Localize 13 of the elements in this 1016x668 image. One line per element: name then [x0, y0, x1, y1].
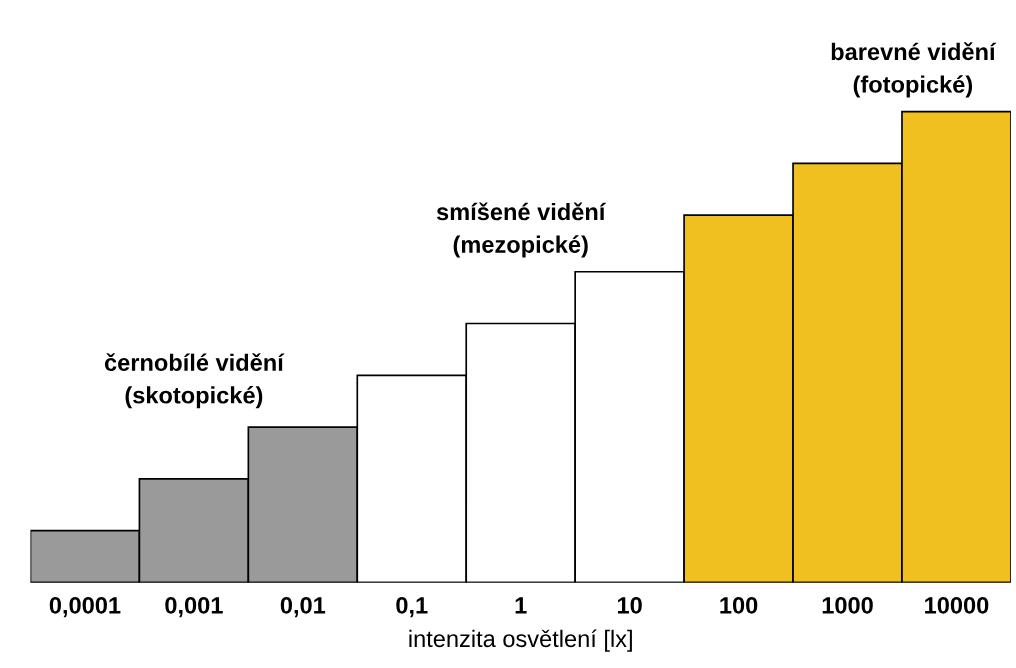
- x-axis-title: intenzita osvětlení [lx]: [409, 629, 632, 652]
- x-tick-label: 1000: [822, 597, 873, 614]
- x-tick-label: 0,001: [165, 597, 223, 618]
- x-tick-label: 1: [515, 597, 527, 614]
- annotation: černobílé vidění (skotopické): [104, 353, 285, 409]
- x-tick-label: 100: [720, 597, 758, 614]
- x-tick-label: 10000: [925, 597, 989, 614]
- annotation: smíšené vidění (mezopické): [436, 202, 606, 258]
- text: barevné vidění (fotopické): [831, 42, 997, 98]
- x-tick-label: 0,01: [280, 597, 326, 618]
- x-tick-label: 0,1: [396, 597, 428, 618]
- x-tick-label: 10: [617, 597, 642, 614]
- x-tick-label: 0,0001: [49, 597, 121, 618]
